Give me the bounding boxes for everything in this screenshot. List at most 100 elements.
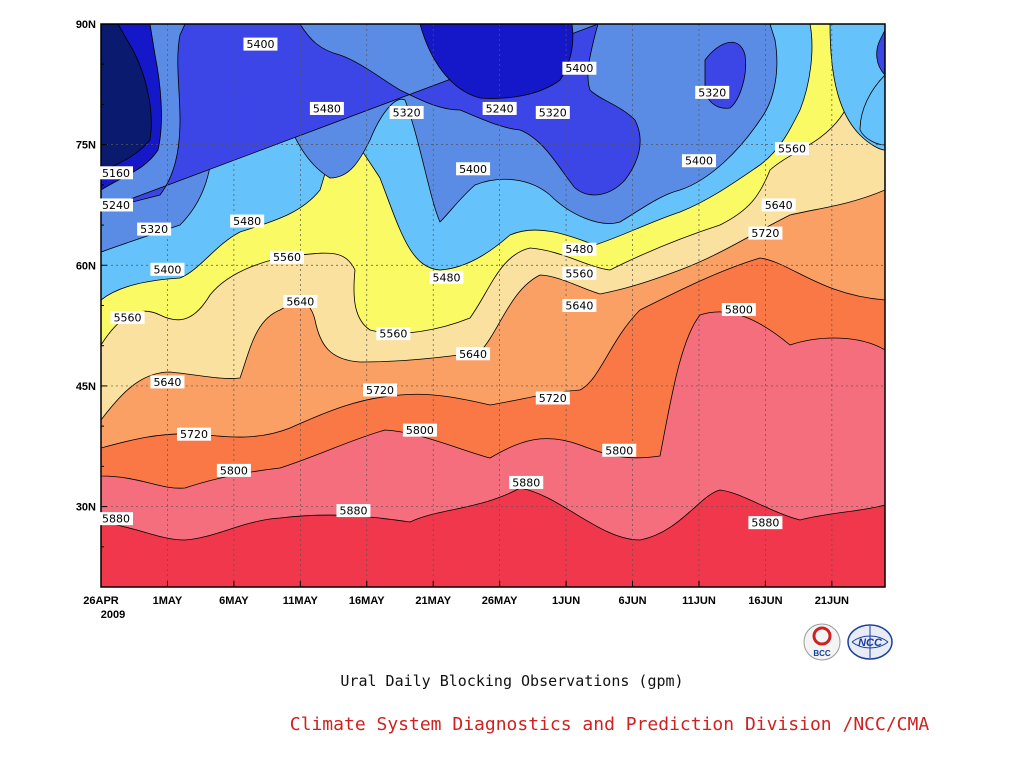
contour-label: 5240 [99, 198, 133, 212]
contour-label-text: 5720 [751, 227, 779, 240]
contour-label-text: 5400 [459, 163, 487, 176]
contour-label-text: 5560 [379, 328, 407, 341]
contour-label-bg [681, 154, 716, 168]
contour-label-text: 5480 [432, 271, 460, 284]
contour-label-bg [150, 375, 185, 389]
contour-label-text: 5880 [339, 505, 367, 518]
contour-label-text: 5720 [180, 428, 208, 441]
contour-label: 5560 [376, 327, 411, 341]
contour-label-text: 5480 [233, 215, 261, 228]
contour-label-bg [389, 105, 424, 119]
contour-label: 5320 [137, 222, 172, 236]
contour-label-bg [748, 226, 783, 240]
x-tick-label: 6JUN [618, 595, 646, 607]
contour-label-bg [99, 166, 133, 180]
contour-label: 5640 [150, 375, 185, 389]
contour-label-text: 5560 [114, 312, 142, 325]
contour-label: 5800 [602, 443, 637, 457]
contour-label-text: 5320 [140, 223, 168, 236]
y-tick-label: 45N [76, 381, 96, 393]
contour-label: 5560 [110, 311, 145, 325]
contour-label: 5640 [562, 299, 597, 313]
contour-label-text: 5800 [725, 304, 753, 317]
contour-label-bg [562, 61, 597, 75]
contour-label-text: 5880 [102, 513, 130, 526]
contour-label-bg [283, 294, 318, 308]
contour-label-bg [562, 242, 597, 256]
contour-label-text: 5480 [565, 243, 593, 256]
contour-label-bg [99, 512, 133, 526]
x-tick-label: 1MAY [153, 595, 183, 607]
contour-label-bg [456, 162, 491, 176]
contour-label-bg [270, 250, 305, 264]
contour-label-text: 5480 [313, 102, 341, 115]
contour-label-bg [695, 85, 730, 99]
contour-label-bg [602, 443, 637, 457]
contour-label: 5160 [99, 166, 133, 180]
contour-label-bg [150, 262, 185, 276]
contour-label: 5560 [562, 266, 597, 280]
contour-label-bg [402, 423, 437, 437]
contour-label-text: 5640 [765, 199, 793, 212]
contour-label-text: 5800 [406, 424, 434, 437]
contour-label-text: 5160 [102, 167, 130, 180]
contour-label-bg [363, 383, 398, 397]
x-tick-label: 6MAY [219, 595, 249, 607]
ncc-logo: NCC [847, 624, 893, 660]
contour-label-text: 5640 [565, 300, 593, 313]
contour-label-text: 5240 [486, 102, 514, 115]
contour-label: 5480 [309, 101, 344, 115]
contour-label: 5800 [721, 303, 756, 317]
x-tick-label: 1JUN [552, 595, 580, 607]
contour-label-text: 5320 [698, 86, 726, 99]
contour-label-bg [429, 270, 464, 284]
x-tick-label: 11JUN [682, 595, 716, 607]
contour-label-bg [562, 266, 597, 280]
y-tick-label: 90N [76, 19, 96, 31]
band-5160-5240 [101, 24, 574, 191]
contour-label: 5400 [562, 61, 597, 75]
contour-labels: 5160 5240 5320 5400 5560 5640 5720 5800 5880 5400… [99, 37, 809, 530]
contour-label-bg [761, 198, 796, 212]
contour-label-text: 5880 [751, 517, 779, 530]
contour-label-text: 5320 [393, 106, 421, 119]
contour-label: 5560 [774, 142, 809, 156]
contour-label-text: 5640 [459, 348, 487, 361]
contour-label-bg [748, 516, 783, 530]
contour-label-text: 5320 [539, 106, 567, 119]
contour-label-bg [243, 37, 278, 51]
ncc-logo-text: NCC [858, 637, 883, 649]
x-tick-label: 26APR [83, 595, 119, 607]
y-tick-label: 75N [76, 140, 96, 152]
contour-label-text: 5560 [273, 251, 301, 264]
contour-label-text: 5560 [565, 267, 593, 280]
contour-label-bg [137, 222, 172, 236]
chart-title: Ural Daily Blocking Observations (gpm) [340, 672, 684, 690]
x-tick-label: 11MAY [283, 595, 319, 607]
contour-label-bg [99, 198, 133, 212]
x-tick-label: 21MAY [415, 595, 451, 607]
contour-label-bg [562, 299, 597, 312]
contour-label: 5720 [363, 383, 398, 397]
contour-label: 5640 [761, 198, 796, 212]
contour-label-bg [110, 311, 145, 325]
contour-label-bg [376, 327, 411, 341]
contour-label-text: 5800 [220, 464, 248, 477]
contour-label: 5240 [482, 101, 517, 115]
contour-label-text: 5400 [153, 263, 181, 276]
contour-label-text: 5640 [286, 295, 314, 308]
contour-label: 5720 [177, 427, 212, 441]
contour-label-bg [309, 101, 344, 115]
contour-label: 5880 [99, 512, 133, 526]
band-below-5160 [101, 24, 152, 173]
contour-label: 5480 [230, 214, 265, 228]
x-tick-label: 21JUN [815, 595, 849, 607]
contour-label-bg [535, 391, 570, 405]
contour-label-text: 5400 [565, 62, 593, 75]
contour-label: 5640 [456, 347, 491, 361]
x-axis: 26APR 1MAY 6MAY 11MAY 16MAY 21MAY 26MAY 1JUN 6JU… [83, 581, 849, 621]
contour-label-bg [509, 475, 544, 489]
contour-label: 5400 [681, 154, 716, 168]
x-tick-label: 16JUN [748, 595, 782, 607]
contour-label-bg [482, 101, 517, 115]
